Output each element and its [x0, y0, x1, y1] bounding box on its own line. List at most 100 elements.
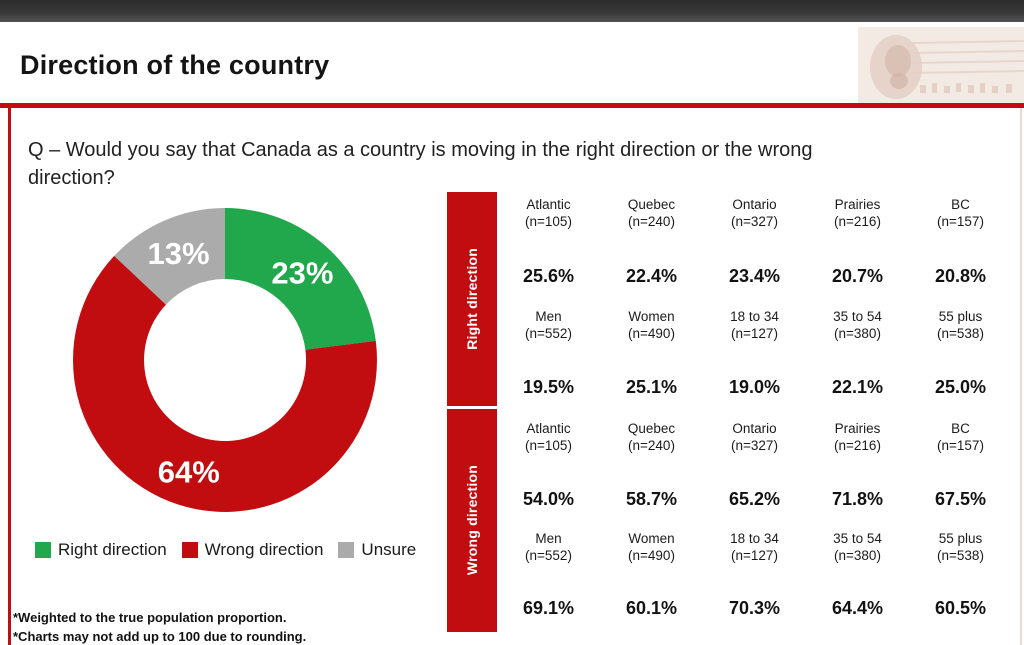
table-value: 25.6% — [522, 266, 575, 286]
column-header-label: 18 to 34 — [730, 531, 779, 546]
column-header-label: Women — [628, 531, 675, 546]
section-bar-wrong-direction: Wrong direction — [447, 409, 497, 632]
table-value-row-region-right: 25.6% 22.4% 23.4% 20.7% 20.8% — [497, 266, 1012, 286]
column-header-label: Quebec — [627, 197, 676, 212]
legend-swatch — [35, 542, 51, 558]
legend-item-wrong-direction: Wrong direction — [181, 540, 324, 560]
column-header-label: Prairies — [834, 421, 881, 436]
donut-slice-unsure — [114, 208, 225, 305]
column-header-n: (n=157) — [937, 214, 984, 229]
column-header-n: (n=327) — [731, 438, 778, 453]
column-header: Prairies (n=216) — [806, 420, 909, 454]
column-header-label: BC — [951, 197, 970, 212]
table-value: 67.5% — [934, 489, 987, 509]
carving-art — [858, 27, 1024, 104]
column-header-label: BC — [951, 421, 970, 436]
table-value: 54.0% — [522, 489, 575, 509]
column-header-label: Atlantic — [526, 421, 571, 436]
column-header-n: (n=327) — [731, 214, 778, 229]
legend-item-right-direction: Right direction — [35, 540, 167, 560]
window-top-bar — [0, 0, 1024, 22]
column-header: Atlantic (n=105) — [497, 196, 600, 230]
table-value: 19.0% — [728, 377, 781, 397]
column-header: Quebec (n=240) — [600, 420, 703, 454]
parliament-carving-image — [858, 27, 1024, 104]
column-header-n: (n=552) — [525, 548, 572, 563]
column-header: Quebec (n=240) — [600, 196, 703, 230]
column-header-label: 35 to 54 — [833, 531, 882, 546]
legend-label: Unsure — [361, 540, 417, 559]
column-header-label: 35 to 54 — [833, 309, 882, 324]
column-header-label: Women — [628, 309, 675, 324]
legend-label: Right direction — [58, 540, 167, 559]
content-right-border — [1020, 108, 1022, 645]
column-header: Men (n=552) — [497, 308, 600, 342]
table-header-row-region-wrong: Atlantic (n=105) Quebec (n=240) Ontario (n=32… — [497, 420, 1012, 454]
column-header-n: (n=105) — [525, 438, 572, 453]
table-value: 19.5% — [522, 377, 575, 397]
column-header: BC (n=157) — [909, 420, 1012, 454]
table-value: 60.1% — [625, 598, 678, 618]
table-value: 20.7% — [831, 266, 884, 286]
column-header: 55 plus (n=538) — [909, 308, 1012, 342]
table-value: 23.4% — [728, 266, 781, 286]
legend-item-unsure: Unsure — [338, 540, 416, 560]
column-header: 55 plus (n=538) — [909, 530, 1012, 564]
column-header-label: Ontario — [732, 421, 777, 436]
column-header-n: (n=127) — [731, 326, 778, 341]
table-value: 25.1% — [625, 377, 678, 397]
survey-question: Q – Would you say that Canada as a count… — [28, 139, 813, 189]
table-value-row-demo-right: 19.5% 25.1% 19.0% 22.1% 25.0% — [497, 377, 1012, 397]
column-header: Women (n=490) — [600, 530, 703, 564]
donut-slice-wrong-direction — [72, 255, 377, 512]
column-header-n: (n=538) — [937, 326, 984, 341]
footnote-weighting: *Weighted to the true population proport… — [13, 610, 287, 625]
column-header-label: Quebec — [627, 421, 676, 436]
table-value: 65.2% — [728, 489, 781, 509]
column-header-label: Ontario — [732, 197, 777, 212]
column-header: Atlantic (n=105) — [497, 420, 600, 454]
table-value: 20.8% — [934, 266, 987, 286]
table-value: 64.4% — [831, 598, 884, 618]
column-header-label: 55 plus — [938, 309, 983, 324]
table-value: 22.4% — [625, 266, 678, 286]
table-value: 69.1% — [522, 598, 575, 618]
section-bar-right-direction-label: Right direction — [464, 248, 480, 350]
header-accent-rule — [0, 103, 1024, 108]
column-header: 18 to 34 (n=127) — [703, 530, 806, 564]
content-left-border — [8, 108, 11, 645]
table-value: 25.0% — [934, 377, 987, 397]
column-header-n: (n=105) — [525, 214, 572, 229]
table-header-row-region-right: Atlantic (n=105) Quebec (n=240) Ontario (n=32… — [497, 196, 1012, 230]
column-header-n: (n=490) — [628, 326, 675, 341]
donut-data-label: 13% — [147, 236, 209, 271]
footnotes: *Weighted to the true population proport… — [13, 608, 306, 645]
column-header: Women (n=490) — [600, 308, 703, 342]
column-header-label: 55 plus — [938, 531, 983, 546]
table-value: 70.3% — [728, 598, 781, 618]
column-header: BC (n=157) — [909, 196, 1012, 230]
legend-label: Wrong direction — [204, 540, 324, 559]
column-header-n: (n=380) — [834, 326, 881, 341]
column-header-n: (n=380) — [834, 548, 881, 563]
column-header-n: (n=490) — [628, 548, 675, 563]
section-bar-right-direction: Right direction — [447, 192, 497, 406]
chart-legend: Right direction Wrong direction Unsure — [35, 540, 416, 560]
column-header: 35 to 54 (n=380) — [806, 308, 909, 342]
column-header: Ontario (n=327) — [703, 420, 806, 454]
table-value: 22.1% — [831, 377, 884, 397]
column-header-label: Men — [535, 309, 562, 324]
column-header: 35 to 54 (n=380) — [806, 530, 909, 564]
donut-chart: 23% 64% 13% — [72, 208, 377, 512]
column-header-label: Atlantic — [526, 197, 571, 212]
table-value: 60.5% — [934, 598, 987, 618]
section-bar-wrong-direction-label: Wrong direction — [464, 465, 480, 576]
column-header: 18 to 34 (n=127) — [703, 308, 806, 342]
table-value: 71.8% — [831, 489, 884, 509]
table-header-row-demo-wrong: Men (n=552) Women (n=490) 18 to 34 (n=127) 35 … — [497, 530, 1012, 564]
table-value-row-region-wrong: 54.0% 58.7% 65.2% 71.8% 67.5% — [497, 489, 1012, 509]
table-value: 58.7% — [625, 489, 678, 509]
column-header: Prairies (n=216) — [806, 196, 909, 230]
column-header-n: (n=240) — [628, 214, 675, 229]
